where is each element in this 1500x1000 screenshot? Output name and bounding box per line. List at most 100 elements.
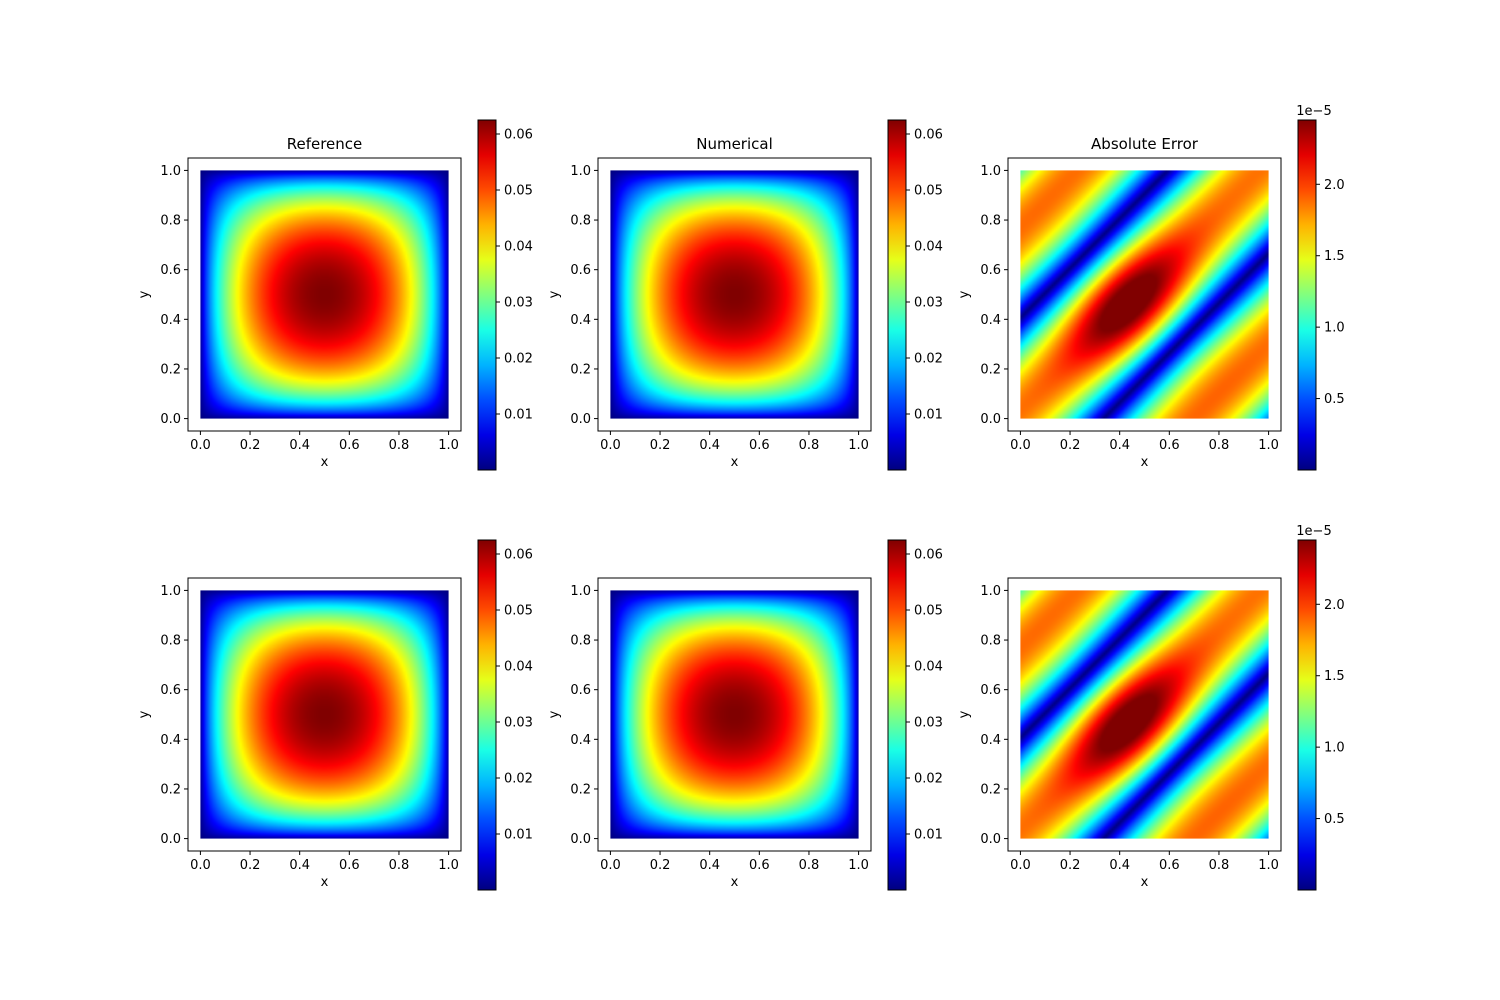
x-axis-label: x [731, 455, 739, 470]
y-tick-label: 0.0 [160, 832, 181, 847]
axes-frame [597, 577, 872, 852]
colorbar-tick-label: 0.01 [504, 408, 533, 423]
x-tick-label: 0.2 [1060, 438, 1081, 453]
y-tick-label: 0.0 [570, 832, 591, 847]
y-tick-label: 0.2 [570, 362, 591, 377]
x-tick-label: 1.0 [848, 858, 869, 873]
colorbar-tick-label: 0.03 [504, 716, 533, 731]
x-tick-label: 0.2 [240, 858, 261, 873]
x-tick-label: 0.6 [339, 438, 360, 453]
axes-frame [1007, 577, 1282, 852]
colorbar-tick-label: 0.04 [914, 240, 943, 255]
y-tick-label: 0.6 [570, 683, 591, 698]
y-tick-label: 0.2 [980, 782, 1001, 797]
colorbar: 0.01 0.02 0.03 0.04 0.05 0.06 [477, 539, 533, 891]
colorbar-offset-label: 1e−5 [1296, 524, 1331, 539]
colorbar-tick-label: 1.5 [1324, 669, 1345, 684]
colorbar-gradient [1298, 120, 1316, 470]
y-tick-label: 0.0 [570, 412, 591, 427]
y-tick-label: 0.8 [980, 634, 1001, 649]
axes-frame [187, 577, 462, 852]
colorbar-gradient [478, 120, 496, 470]
colorbar-tick-label: 0.04 [504, 660, 533, 675]
colorbar-frame [477, 119, 497, 471]
colorbar-tick-label: 0.06 [914, 548, 943, 563]
y-axis-label: y [137, 290, 152, 298]
colorbar-gradient [888, 120, 906, 470]
colorbar-tick-label: 0.03 [914, 716, 943, 731]
y-tick-label: 0.4 [160, 313, 181, 328]
colorbar-tick-label: 2.0 [1324, 598, 1345, 613]
x-tick-label: 0.0 [1010, 858, 1031, 873]
heatmap-image [1020, 170, 1269, 419]
heatmap-image [200, 590, 449, 839]
x-tick-label: 0.6 [1159, 858, 1180, 873]
colorbar-tick-label: 0.02 [504, 772, 533, 787]
x-tick-label: 0.2 [650, 438, 671, 453]
colorbar-tick-label: 0.04 [914, 660, 943, 675]
axes-frame [597, 157, 872, 432]
axes-frame [187, 157, 462, 432]
axes-frame [1007, 157, 1282, 432]
y-tick-label: 1.0 [160, 584, 181, 599]
colorbar-tick-label: 1.0 [1324, 321, 1345, 336]
colorbar-tick-label: 0.05 [914, 604, 943, 619]
x-tick-label: 0.8 [799, 438, 820, 453]
y-tick-label: 0.8 [570, 214, 591, 229]
y-tick-label: 1.0 [160, 164, 181, 179]
x-tick-label: 0.4 [1109, 858, 1130, 873]
y-tick-label: 0.2 [160, 782, 181, 797]
x-tick-label: 0.6 [749, 858, 770, 873]
x-tick-label: 0.4 [1109, 438, 1130, 453]
colorbar: 0.5 1.0 1.5 2.0 1e−5 [1296, 104, 1345, 471]
y-tick-label: 0.2 [160, 362, 181, 377]
x-tick-label: 0.0 [600, 438, 621, 453]
colorbar-tick-label: 0.06 [504, 548, 533, 563]
subplot-5: 0.0 0.2 0.4 0.6 0.8 1.0 0.0 0.2 0.4 0.6 0.8 1.0 x y 0.… [547, 539, 943, 891]
colorbar-tick-label: 1.0 [1324, 741, 1345, 756]
x-tick-label: 0.8 [389, 438, 410, 453]
colorbar: 0.5 1.0 1.5 2.0 1e−5 [1296, 524, 1345, 891]
colorbar-tick-label: 0.06 [504, 128, 533, 143]
x-tick-label: 0.2 [1060, 858, 1081, 873]
colorbar-tick-label: 2.0 [1324, 178, 1345, 193]
x-tick-label: 0.4 [699, 438, 720, 453]
colorbar-gradient [888, 540, 906, 890]
y-tick-label: 1.0 [570, 584, 591, 599]
y-tick-label: 1.0 [570, 164, 591, 179]
chart-title: Absolute Error [1091, 135, 1199, 153]
y-tick-label: 0.4 [570, 733, 591, 748]
colorbar-tick-label: 0.03 [914, 296, 943, 311]
x-tick-label: 0.6 [339, 858, 360, 873]
x-axis-label: x [1141, 875, 1149, 890]
x-tick-label: 0.2 [650, 858, 671, 873]
y-tick-label: 0.6 [980, 263, 1001, 278]
y-tick-label: 0.0 [980, 412, 1001, 427]
colorbar-tick-label: 0.01 [914, 408, 943, 423]
colorbar-tick-label: 0.5 [1324, 392, 1345, 407]
x-axis-label: x [321, 455, 329, 470]
x-tick-label: 0.6 [749, 438, 770, 453]
colorbar-tick-label: 0.03 [504, 296, 533, 311]
y-tick-label: 0.4 [980, 733, 1001, 748]
y-tick-label: 0.8 [570, 634, 591, 649]
y-axis-label: y [547, 710, 562, 718]
y-tick-label: 0.4 [160, 733, 181, 748]
subplot-3: 0.0 0.2 0.4 0.6 0.8 1.0 0.0 0.2 0.4 0.6 0.8 1.0 x y Ab… [957, 104, 1345, 471]
colorbar-tick-label: 0.05 [504, 184, 533, 199]
subplot-1: 0.0 0.2 0.4 0.6 0.8 1.0 0.0 0.2 0.4 0.6 0.8 1.0 x y Re… [137, 119, 533, 471]
colorbar-tick-label: 0.02 [914, 772, 943, 787]
x-tick-label: 1.0 [438, 858, 459, 873]
x-tick-label: 0.0 [600, 858, 621, 873]
y-axis-label: y [957, 290, 972, 298]
y-tick-label: 0.6 [570, 263, 591, 278]
x-tick-label: 0.6 [1159, 438, 1180, 453]
y-axis-label: y [137, 710, 152, 718]
y-tick-label: 0.6 [980, 683, 1001, 698]
y-tick-label: 0.8 [160, 214, 181, 229]
y-tick-label: 0.6 [160, 683, 181, 698]
colorbar-gradient [1298, 540, 1316, 890]
heatmap-image [610, 590, 859, 839]
colorbar-frame [1297, 539, 1317, 891]
